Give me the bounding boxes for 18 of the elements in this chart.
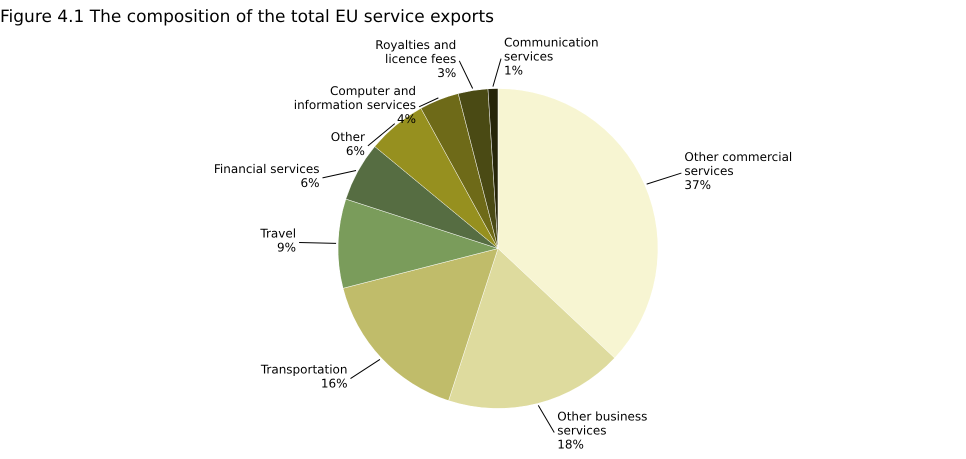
slice-label: Royalties and licence fees <box>375 38 456 66</box>
data-label: 18% <box>557 438 584 452</box>
slice-label: Transportation <box>260 362 348 377</box>
data-label: 3% <box>437 66 456 80</box>
data-label: 1% <box>504 64 524 78</box>
slice-label: Other business services <box>557 410 648 438</box>
slice-label: Other commercial services <box>684 150 792 178</box>
data-label: 37% <box>684 178 712 192</box>
data-label: 6% <box>300 176 320 190</box>
slice-label: Travel <box>259 226 296 241</box>
slice-label: Computer and information services <box>294 84 416 112</box>
data-label: 6% <box>346 144 365 158</box>
data-label: 9% <box>277 240 296 255</box>
chart-title: Figure 4.1 The composition of the total EU service exports <box>0 7 494 27</box>
slice-label: Communication services <box>504 36 599 64</box>
slice-label: Other <box>330 130 365 144</box>
data-label: 16% <box>320 376 348 391</box>
slice-label: Financial services <box>214 162 320 176</box>
